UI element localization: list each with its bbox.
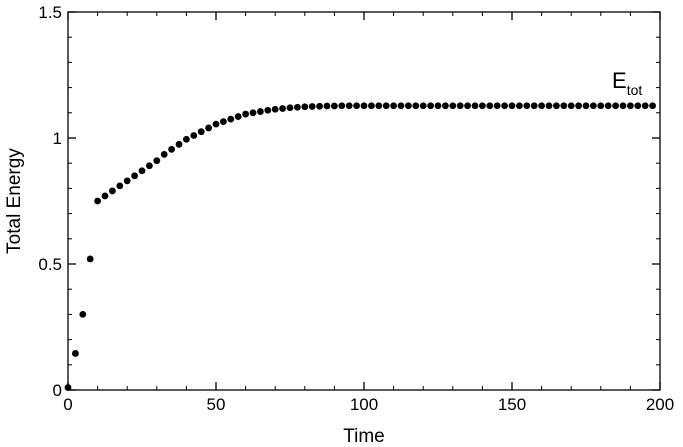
data-points <box>64 102 656 391</box>
y-tick-label: 0 <box>53 381 62 400</box>
data-point <box>604 102 612 110</box>
data-point <box>464 102 471 110</box>
data-point <box>316 102 323 110</box>
data-point <box>205 124 213 132</box>
data-point <box>434 102 442 110</box>
data-point <box>368 102 375 110</box>
data-point <box>86 255 94 263</box>
data-point <box>212 120 220 128</box>
data-point <box>294 103 301 111</box>
data-point <box>523 102 531 110</box>
data-point <box>183 135 190 143</box>
data-point <box>567 102 575 110</box>
data-point <box>553 102 560 110</box>
data-point <box>545 102 553 110</box>
data-point <box>138 167 146 175</box>
data-point <box>109 187 116 195</box>
data-point <box>649 102 656 110</box>
data-point <box>590 102 597 110</box>
data-point <box>575 102 582 110</box>
x-tick-label: 0 <box>63 395 72 414</box>
data-point <box>323 102 331 110</box>
data-point <box>175 140 183 148</box>
data-point <box>375 102 383 110</box>
data-point <box>634 102 642 110</box>
data-point <box>582 102 590 110</box>
data-point <box>101 192 109 200</box>
x-tick-label: 150 <box>498 395 526 414</box>
y-axis-title: Total Energy <box>4 148 25 254</box>
data-point <box>242 110 250 118</box>
data-point <box>612 102 619 110</box>
axis-ticks <box>67 11 661 391</box>
data-point <box>301 103 309 111</box>
data-point <box>308 103 316 110</box>
data-point <box>353 102 360 110</box>
data-point <box>153 157 161 165</box>
data-point <box>456 102 464 110</box>
plot-frame <box>67 11 661 391</box>
data-point <box>123 177 131 185</box>
x-axis-title: Time <box>343 426 385 447</box>
data-point <box>94 197 101 205</box>
data-point <box>264 106 272 114</box>
data-point <box>279 105 286 112</box>
data-point <box>234 113 242 120</box>
data-point <box>560 102 568 110</box>
data-point <box>382 102 390 110</box>
data-point <box>72 350 79 357</box>
data-point <box>412 102 420 110</box>
data-point <box>479 102 486 110</box>
series-annotation: Etot <box>612 68 642 98</box>
data-point <box>508 102 516 110</box>
data-point <box>442 102 449 110</box>
data-point <box>257 108 264 115</box>
data-point <box>271 105 279 113</box>
tick-labels: 0 50 100 150 200 0 0.5 1 1.5 <box>38 3 674 414</box>
data-point <box>197 128 205 136</box>
data-point <box>116 182 124 190</box>
data-point <box>64 384 72 391</box>
data-point <box>131 172 139 180</box>
data-point <box>345 102 353 110</box>
data-point <box>597 102 605 110</box>
data-point <box>338 102 346 110</box>
data-point <box>397 102 405 110</box>
data-point <box>360 102 368 110</box>
data-point <box>516 102 523 110</box>
data-point <box>249 109 257 117</box>
y-tick-label: 1.5 <box>38 3 62 22</box>
data-point <box>419 102 427 110</box>
data-point <box>160 150 168 158</box>
data-point <box>390 102 397 110</box>
data-point <box>168 145 176 153</box>
y-tick-label: 0.5 <box>38 255 62 274</box>
data-point <box>227 115 235 123</box>
x-tick-label: 50 <box>207 395 226 414</box>
data-point <box>530 102 538 110</box>
data-point <box>220 118 227 126</box>
data-point <box>146 162 153 170</box>
data-point <box>493 102 501 110</box>
data-point <box>627 102 634 110</box>
data-point <box>538 102 545 110</box>
data-point <box>405 102 412 110</box>
data-point <box>286 104 294 112</box>
data-point <box>449 102 457 110</box>
data-point <box>501 102 508 110</box>
data-point <box>427 102 434 110</box>
data-point <box>190 132 198 139</box>
data-point <box>471 102 479 110</box>
data-point <box>486 102 494 110</box>
x-tick-label: 200 <box>646 395 674 414</box>
data-point <box>331 102 338 110</box>
data-point <box>641 102 649 110</box>
x-tick-label: 100 <box>350 395 378 414</box>
annotation-main: E <box>612 68 627 93</box>
data-point <box>619 102 627 110</box>
data-point <box>79 311 87 318</box>
annotation-subscript: tot <box>627 82 643 98</box>
y-tick-label: 1 <box>53 129 62 148</box>
